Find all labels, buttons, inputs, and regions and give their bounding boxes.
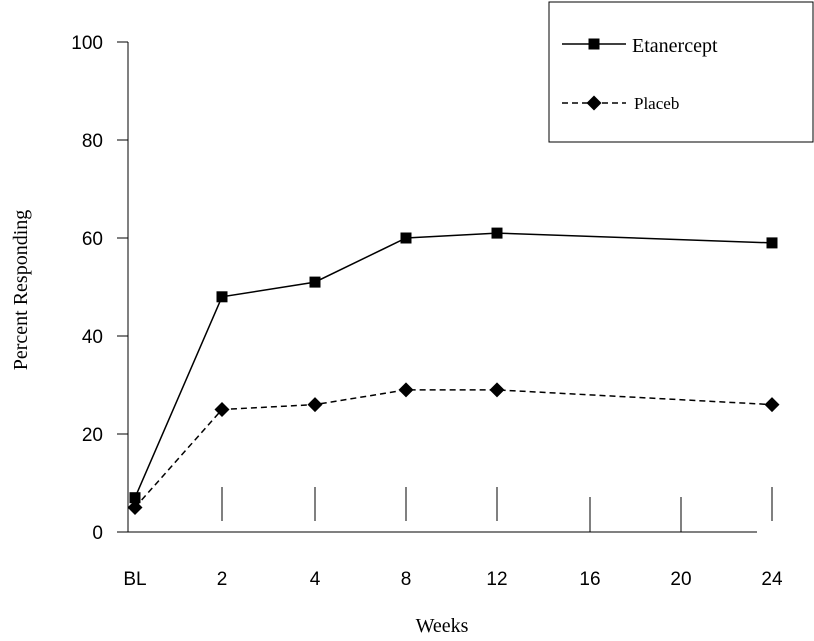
legend-item: Placeb (562, 94, 679, 113)
x-tick-label: 2 (217, 569, 228, 590)
series-line (134, 232, 773, 498)
y-tick-label: 40 (82, 327, 103, 348)
y-tick-label: 20 (82, 425, 103, 446)
legend: Etanercept Placeb (548, 1, 814, 143)
legend-marker (588, 38, 600, 50)
data-point (764, 397, 780, 413)
legend-marker (586, 95, 602, 111)
series-placeb (127, 382, 780, 515)
y-tick-label: 80 (82, 131, 103, 152)
data-point (491, 227, 503, 239)
data-point (307, 397, 323, 413)
legend-item: Etanercept (562, 35, 718, 57)
y-tick-label: 60 (82, 229, 103, 250)
y-axis-label: Percent Responding (10, 210, 32, 371)
data-point (309, 276, 321, 288)
legend-box (548, 1, 814, 143)
series-etanercept (129, 227, 778, 504)
x-tick-label: 8 (401, 569, 412, 590)
x-tick-label: 4 (310, 569, 321, 590)
y-axis-ticks: 0 20 40 60 80 100 (71, 33, 128, 544)
data-point (129, 492, 141, 504)
x-tick-label: BL (123, 569, 146, 590)
x-axis-label: Weeks (416, 615, 469, 637)
data-point (766, 237, 778, 249)
legend-label: Placeb (634, 94, 679, 113)
data-point (489, 382, 505, 398)
series-line (134, 389, 773, 508)
data-point (398, 382, 414, 398)
data-point (216, 291, 228, 303)
x-tick-label: 16 (579, 569, 600, 590)
y-tick-label: 100 (71, 33, 103, 54)
series-layer (127, 227, 780, 515)
x-tick-label: 12 (486, 569, 507, 590)
data-point (127, 500, 143, 515)
x-tick-label: 20 (670, 569, 691, 590)
data-point (400, 232, 412, 244)
x-tick-label: 24 (761, 569, 783, 590)
legend-label: Etanercept (632, 35, 718, 57)
data-point (214, 402, 230, 417)
x-axis-ticks: BL 2 4 8 12 16 20 24 (123, 487, 783, 590)
y-tick-label: 0 (92, 523, 103, 544)
axes (127, 42, 757, 533)
